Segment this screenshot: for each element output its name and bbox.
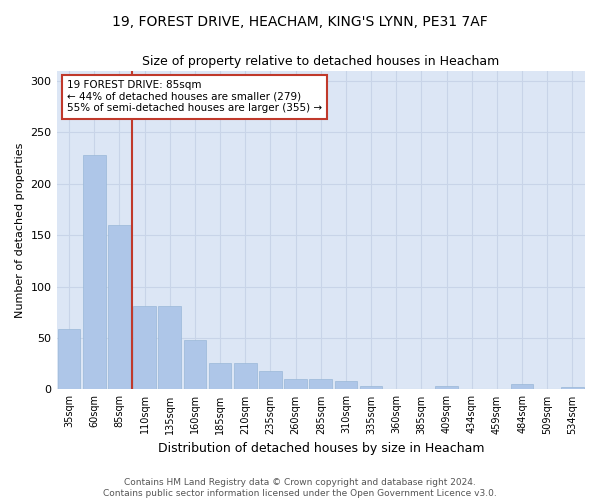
Bar	[259, 371, 282, 390]
Bar	[133, 306, 156, 390]
Bar	[234, 362, 257, 390]
Bar	[435, 386, 458, 390]
Bar	[561, 388, 584, 390]
Text: 19, FOREST DRIVE, HEACHAM, KING'S LYNN, PE31 7AF: 19, FOREST DRIVE, HEACHAM, KING'S LYNN, …	[112, 15, 488, 29]
Bar	[184, 340, 206, 390]
Bar	[360, 386, 382, 390]
Bar	[511, 384, 533, 390]
Bar	[335, 381, 357, 390]
Title: Size of property relative to detached houses in Heacham: Size of property relative to detached ho…	[142, 55, 499, 68]
Text: 19 FOREST DRIVE: 85sqm
← 44% of detached houses are smaller (279)
55% of semi-de: 19 FOREST DRIVE: 85sqm ← 44% of detached…	[67, 80, 322, 114]
Bar	[209, 362, 232, 390]
Bar	[58, 328, 80, 390]
Y-axis label: Number of detached properties: Number of detached properties	[15, 142, 25, 318]
Text: Contains HM Land Registry data © Crown copyright and database right 2024.
Contai: Contains HM Land Registry data © Crown c…	[103, 478, 497, 498]
Bar	[284, 379, 307, 390]
Bar	[158, 306, 181, 390]
X-axis label: Distribution of detached houses by size in Heacham: Distribution of detached houses by size …	[158, 442, 484, 455]
Bar	[310, 379, 332, 390]
Bar	[83, 155, 106, 390]
Bar	[108, 225, 131, 390]
